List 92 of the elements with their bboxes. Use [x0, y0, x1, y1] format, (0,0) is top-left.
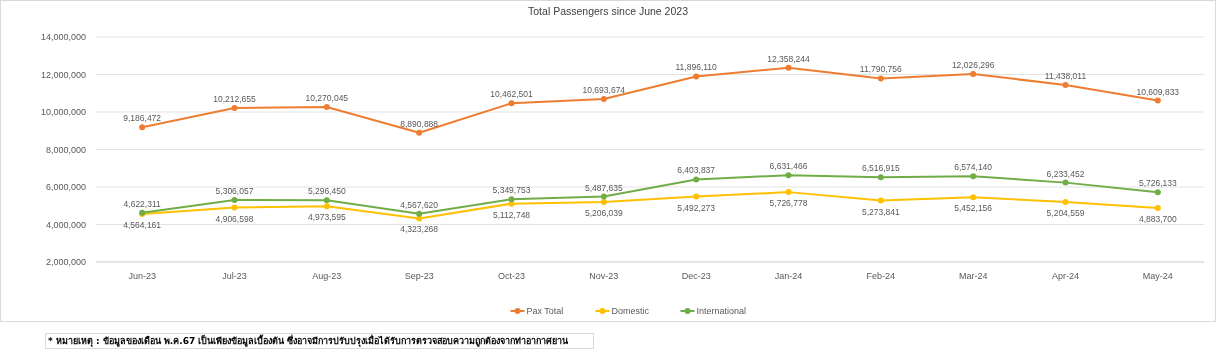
data-label: 4,906,598 — [215, 213, 254, 224]
point — [1062, 198, 1069, 205]
point — [1154, 97, 1161, 104]
point — [600, 95, 607, 102]
x-tick-label: Feb-24 — [866, 271, 896, 282]
point — [693, 193, 700, 200]
point — [231, 105, 238, 112]
point — [1154, 189, 1161, 196]
y-tick-label: 14,000,000 — [40, 32, 86, 43]
data-label: 10,693,674 — [582, 84, 626, 95]
point — [785, 64, 792, 71]
data-label: 12,358,244 — [767, 53, 811, 64]
point — [600, 193, 607, 200]
data-label: 5,296,450 — [307, 186, 347, 197]
data-label: 10,462,501 — [490, 89, 534, 100]
point — [1062, 82, 1069, 89]
legend-label: Pax Total — [526, 306, 564, 317]
text: * หมายเหตุ : ข้อมูลของเดือน พ.ค.67 เป็นเพียงข้อมูลเบื้องต้น ซึ่งอาจมีการปรับปรุงเมื่อได้รับการตรวจสอบความถูกต้องจากท่าอากาศยาน — [48, 334, 570, 348]
point — [693, 73, 700, 80]
x-tick-label: Nov-23 — [589, 271, 619, 282]
data-label: 6,516,915 — [861, 163, 901, 174]
data-label: 5,112,748 — [492, 209, 531, 220]
x-tick-label: Sep-23 — [404, 271, 434, 282]
point — [693, 176, 700, 183]
data-label: 5,204,559 — [1046, 207, 1085, 218]
y-tick-label: 8,000,000 — [45, 144, 86, 155]
data-label: 4,323,268 — [400, 224, 439, 235]
y-tick-label: 2,000,000 — [45, 257, 86, 268]
data-label: 4,622,311 — [123, 198, 162, 209]
point — [416, 210, 423, 217]
point — [231, 204, 238, 211]
point — [323, 203, 330, 210]
x-tick-label: Dec-23 — [681, 271, 711, 282]
x-tick-label: Apr-24 — [1051, 271, 1080, 282]
x-tick-label: Aug-23 — [312, 271, 342, 282]
data-label: 5,349,753 — [492, 185, 531, 196]
x-tick-label: Jun-23 — [128, 271, 156, 282]
data-label: 10,270,045 — [305, 92, 349, 103]
point — [970, 194, 977, 201]
data-label: 5,306,057 — [215, 186, 254, 197]
legend-label: Domestic — [611, 306, 650, 317]
data-label: 4,567,620 — [400, 199, 439, 210]
x-tick-label: Jul-23 — [222, 271, 247, 282]
x-tick-label: Mar-24 — [958, 271, 988, 282]
data-label: 5,452,156 — [954, 203, 993, 214]
x-tick-label: May-24 — [1142, 271, 1173, 282]
data-label: 11,790,756 — [859, 64, 903, 75]
point — [508, 196, 515, 203]
data-label: 5,206,039 — [584, 207, 624, 218]
x-tick-label: Oct-23 — [497, 271, 526, 282]
point — [508, 100, 515, 107]
data-label: 4,564,161 — [123, 219, 162, 230]
point — [785, 189, 792, 196]
point — [416, 129, 423, 136]
data-label: 11,438,011 — [1044, 71, 1087, 82]
point — [1154, 204, 1161, 211]
point — [877, 197, 884, 204]
point — [785, 172, 792, 179]
data-label: 5,273,841 — [861, 206, 901, 217]
point — [877, 75, 884, 82]
point — [323, 197, 330, 204]
point — [970, 71, 977, 78]
data-label: 5,726,778 — [769, 198, 808, 209]
point — [231, 197, 238, 204]
point — [139, 124, 146, 131]
data-label: 4,883,700 — [1138, 213, 1178, 224]
data-label: 9,186,472 — [123, 113, 162, 124]
data-label: 12,026,296 — [951, 60, 995, 71]
data-label: 4,973,595 — [307, 212, 347, 223]
data-label: 6,403,837 — [677, 165, 716, 176]
data-label: 8,890,888 — [400, 118, 439, 129]
data-label: 10,212,655 — [213, 94, 257, 105]
data-label: 5,487,635 — [584, 182, 624, 193]
legend-label: International — [696, 306, 747, 317]
point — [970, 173, 977, 180]
y-tick-label: 10,000,000 — [40, 107, 86, 118]
data-label: 6,233,452 — [1046, 168, 1085, 179]
data-label: 5,726,133 — [1138, 178, 1178, 189]
chart-title: Total Passengers since June 2023 — [528, 5, 689, 17]
y-tick-label: 4,000,000 — [45, 219, 86, 230]
y-tick-label: 12,000,000 — [40, 69, 86, 80]
point — [1062, 179, 1069, 186]
data-label: 6,631,466 — [769, 161, 808, 172]
x-tick-label: Jan-24 — [774, 271, 803, 282]
data-label: 11,896,110 — [675, 62, 718, 73]
point — [600, 198, 607, 205]
point — [323, 103, 330, 110]
data-label: 6,574,140 — [954, 162, 993, 173]
data-label: 10,609,833 — [1136, 86, 1180, 97]
point — [877, 174, 884, 181]
data-label: 5,492,273 — [677, 202, 716, 213]
y-tick-label: 6,000,000 — [45, 182, 86, 193]
